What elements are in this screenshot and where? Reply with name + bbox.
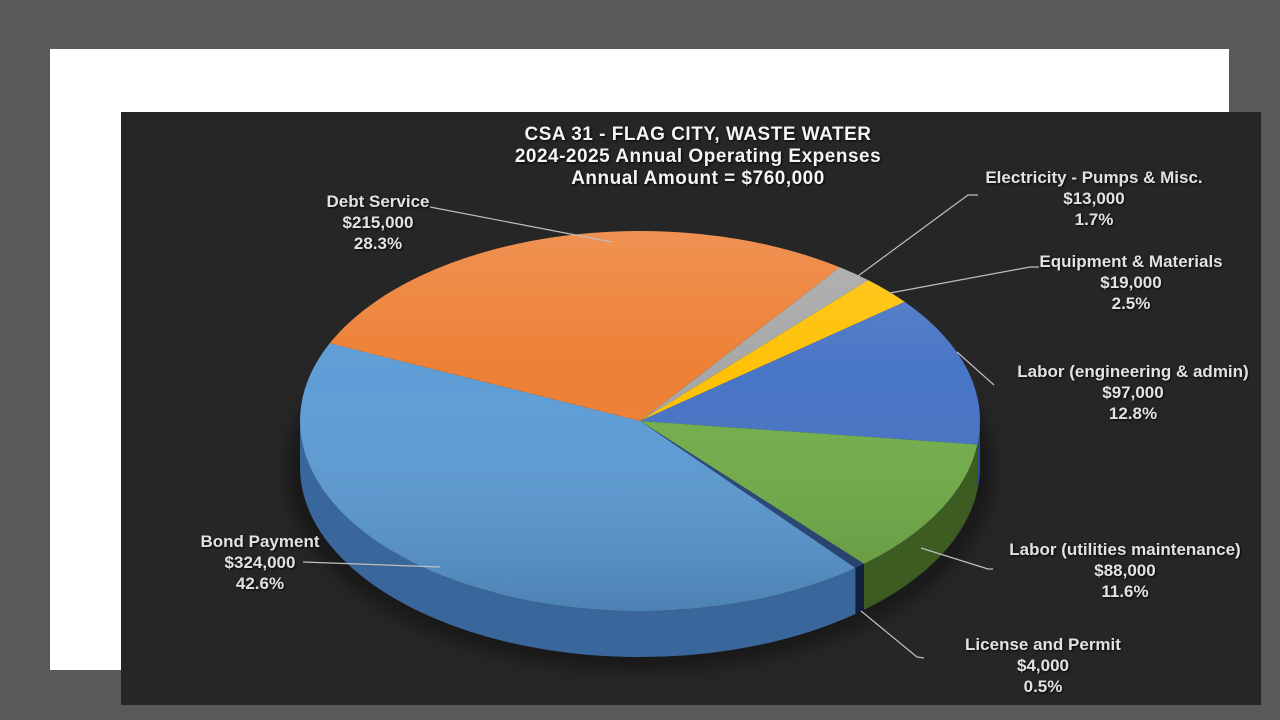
label-license-permit-pct: 0.5% bbox=[1023, 677, 1063, 696]
label-debt-service: Debt Service $215,000 28.3% bbox=[268, 191, 488, 254]
slice-labor-engineering-admin-side bbox=[977, 421, 980, 491]
leader-line-labor-utilities bbox=[920, 547, 993, 570]
label-debt-service-amount: $215,000 bbox=[342, 213, 414, 232]
label-license-permit-amount: $4,000 bbox=[1017, 656, 1069, 675]
label-labor-engineering-amount: $97,000 bbox=[1102, 383, 1164, 402]
label-labor-engineering: Labor (engineering & admin) $97,000 12.8… bbox=[1008, 361, 1258, 424]
pie-sheen bbox=[300, 231, 980, 611]
label-bond-payment-amount: $324,000 bbox=[224, 553, 296, 572]
pie-3d bbox=[286, 231, 994, 671]
label-license-permit: License and Permit $4,000 0.5% bbox=[943, 634, 1143, 697]
label-equipment-materials-name: Equipment & Materials bbox=[1039, 252, 1223, 271]
leader-lines bbox=[302, 194, 1039, 659]
label-equipment-materials-pct: 2.5% bbox=[1111, 294, 1151, 313]
label-license-permit-name: License and Permit bbox=[965, 635, 1121, 654]
leader-line-electricity bbox=[857, 194, 978, 277]
label-equipment-materials: Equipment & Materials $19,000 2.5% bbox=[1011, 251, 1251, 314]
slide-frame: CSA 31 - FLAG CITY, WASTE WATER 2024-202… bbox=[50, 49, 1261, 705]
label-bond-payment-name: Bond Payment bbox=[200, 532, 320, 551]
chart-title-line1: CSA 31 - FLAG CITY, WASTE WATER bbox=[524, 124, 872, 145]
slice-labor-utilities-maintenance-side bbox=[864, 444, 978, 610]
pie-chart-svg bbox=[286, 194, 1039, 671]
leader-line-debt-service bbox=[429, 206, 613, 243]
label-electricity-amount: $13,000 bbox=[1063, 189, 1125, 208]
label-bond-payment-pct: 42.6% bbox=[235, 574, 285, 593]
label-labor-utilities-amount: $88,000 bbox=[1094, 561, 1156, 580]
chart-area: CSA 31 - FLAG CITY, WASTE WATER 2024-202… bbox=[121, 112, 1261, 705]
leader-line-equipment bbox=[889, 266, 1039, 294]
label-electricity-pct: 1.7% bbox=[1074, 210, 1114, 229]
label-labor-utilities: Labor (utilities maintenance) $88,000 11… bbox=[995, 539, 1255, 602]
label-electricity: Electricity - Pumps & Misc. $13,000 1.7% bbox=[964, 167, 1224, 230]
leader-line-labor-engineering bbox=[956, 351, 995, 386]
label-labor-engineering-pct: 12.8% bbox=[1108, 404, 1158, 423]
label-labor-utilities-name: Labor (utilities maintenance) bbox=[1009, 540, 1241, 559]
label-electricity-name: Electricity - Pumps & Misc. bbox=[985, 168, 1203, 187]
slice-license-and-permit-side bbox=[855, 563, 865, 614]
leader-line-license bbox=[860, 610, 925, 659]
label-labor-utilities-pct: 11.6% bbox=[1101, 582, 1149, 601]
label-labor-engineering-name: Labor (engineering & admin) bbox=[1017, 362, 1249, 381]
leader-line-bond-payment bbox=[302, 561, 441, 568]
chart-title-line3: Annual Amount = $760,000 bbox=[571, 168, 825, 189]
chart-title-line2: 2024-2025 Annual Operating Expenses bbox=[514, 146, 882, 167]
label-equipment-materials-amount: $19,000 bbox=[1100, 273, 1162, 292]
label-bond-payment: Bond Payment $324,000 42.6% bbox=[160, 531, 360, 594]
label-debt-service-pct: 28.3% bbox=[353, 234, 403, 253]
label-debt-service-name: Debt Service bbox=[326, 192, 430, 211]
chart-title: CSA 31 - FLAG CITY, WASTE WATER 2024-202… bbox=[398, 124, 998, 190]
slice-bond-payment-side bbox=[300, 421, 856, 657]
